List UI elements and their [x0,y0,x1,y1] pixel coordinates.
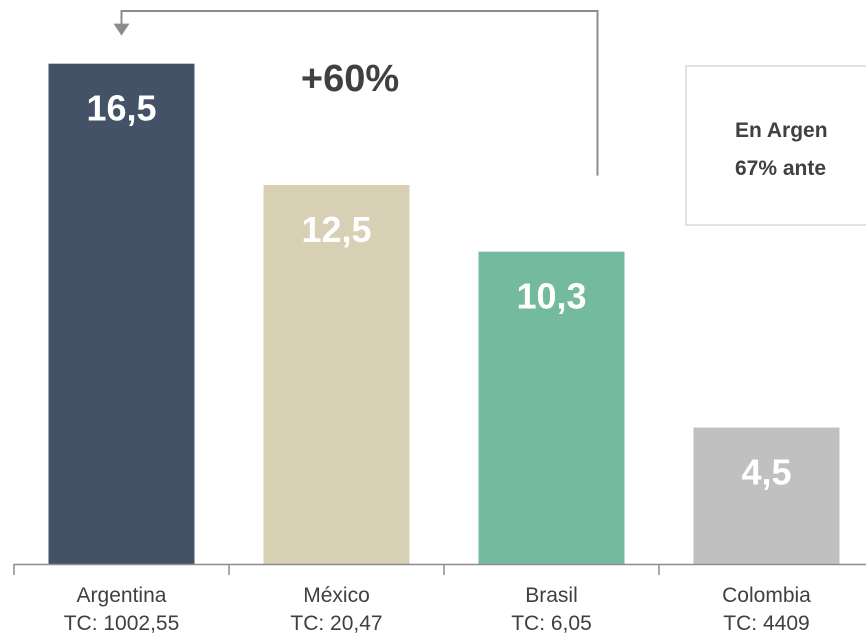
tick-sublabel-colombia: TC: 4409 [723,612,809,635]
bar-argentina [48,63,195,564]
x-axis: Argentina TC: 1002,55 México TC: 20,47 Brasi… [13,563,866,635]
tick-label-mexico: México [303,584,370,607]
value-label-mexico: 12,5 [301,209,371,250]
bar-colombia [693,427,840,564]
tick-sublabel-brasil: TC: 6,05 [511,612,592,635]
value-label-argentina: 16,5 [86,88,156,129]
growth-bracket [120,10,599,176]
value-label-brasil: 10,3 [516,276,586,317]
bar-mexico [263,184,410,564]
note-box-group: En Argen 67% ante [685,65,866,226]
note-line-1: En Argen [735,119,828,142]
tick-sublabel-mexico: TC: 20,47 [290,612,382,635]
bars: 16,5 12,5 10,3 4,5 [48,63,840,564]
growth-annotation: +60% [113,10,599,176]
tick-label-brasil: Brasil [525,584,578,607]
note-line-2: 67% ante [735,157,826,180]
value-label-colombia: 4,5 [741,452,791,493]
bar-brasil [478,251,625,564]
tick-label-argentina: Argentina [77,584,167,607]
tick-label-colombia: Colombia [722,584,811,607]
note-box [685,65,866,226]
growth-label: +60% [301,58,399,100]
tick-sublabel-argentina: TC: 1002,55 [64,612,180,635]
growth-arrowhead [113,23,130,36]
